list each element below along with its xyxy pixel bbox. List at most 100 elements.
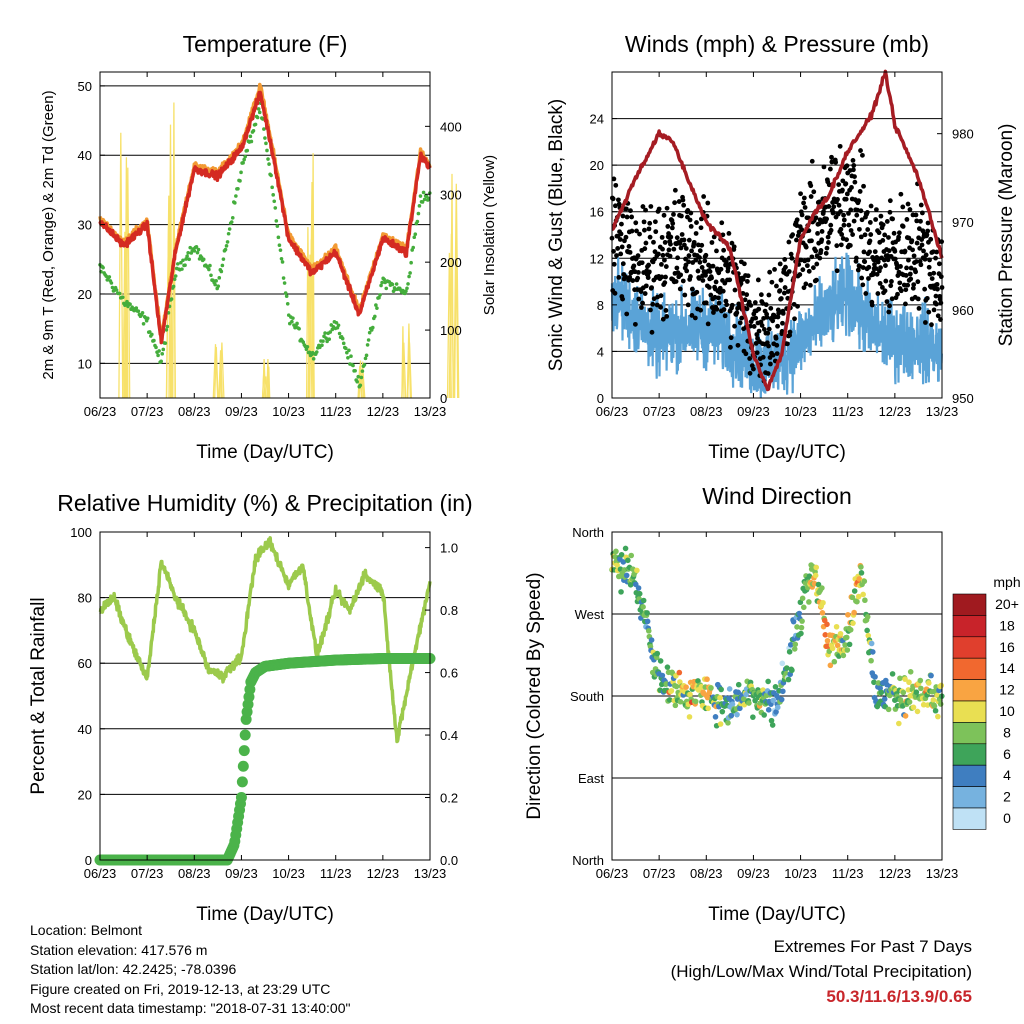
gust-point bbox=[683, 262, 689, 268]
x-tick-label: 11/23 bbox=[832, 866, 864, 881]
gust-point bbox=[909, 238, 915, 244]
direction-point bbox=[613, 548, 619, 555]
dewpoint-point bbox=[223, 247, 228, 252]
gust-point bbox=[772, 266, 777, 272]
direction-point bbox=[712, 714, 719, 720]
gust-point bbox=[686, 253, 692, 259]
gust-point bbox=[678, 213, 684, 219]
gust-point bbox=[694, 220, 699, 225]
gust-point bbox=[821, 209, 826, 214]
direction-point bbox=[820, 599, 826, 606]
dewpoint-point bbox=[349, 354, 353, 359]
gust-point bbox=[661, 212, 667, 218]
gust-point bbox=[844, 163, 850, 169]
direction-point bbox=[668, 687, 675, 694]
gust-point bbox=[806, 268, 812, 274]
gust-point bbox=[826, 204, 832, 209]
dewpoint-point bbox=[154, 345, 158, 350]
gust-point bbox=[628, 208, 633, 214]
dewpoint-point bbox=[390, 282, 395, 287]
gust-point bbox=[913, 259, 919, 264]
gust-point bbox=[780, 310, 786, 316]
dewpoint-point bbox=[208, 263, 212, 268]
gust-point bbox=[887, 209, 893, 215]
gust-point bbox=[927, 271, 933, 277]
dewpoint-point bbox=[156, 353, 160, 358]
gust-point bbox=[838, 209, 843, 214]
direction-point bbox=[695, 678, 701, 684]
gust-point bbox=[883, 263, 888, 268]
gust-point bbox=[884, 219, 890, 224]
gust-point bbox=[709, 275, 714, 281]
direction-point bbox=[718, 686, 724, 693]
x-tick-label: 07/23 bbox=[643, 404, 676, 419]
gust-point bbox=[826, 240, 831, 245]
dewpoint-point bbox=[121, 295, 125, 300]
gust-point bbox=[616, 274, 622, 280]
gust-point bbox=[678, 272, 684, 278]
gust-point bbox=[870, 270, 876, 275]
dewpoint-point bbox=[194, 245, 199, 249]
direction-point bbox=[827, 662, 834, 669]
gust-point bbox=[718, 266, 724, 272]
gust-point bbox=[753, 315, 759, 321]
gust-point bbox=[927, 257, 932, 263]
gust-point bbox=[770, 352, 776, 358]
gust-point bbox=[756, 306, 762, 312]
gust-point bbox=[850, 232, 856, 237]
direction-point bbox=[765, 707, 772, 713]
gust-point bbox=[913, 212, 919, 218]
dewpoint-point bbox=[420, 200, 425, 204]
direction-point bbox=[799, 595, 806, 602]
gust-point bbox=[711, 234, 717, 240]
direction-point bbox=[620, 559, 627, 565]
gust-point bbox=[938, 300, 944, 306]
y-tick-label: 40 bbox=[78, 148, 92, 163]
gust-point bbox=[824, 216, 829, 222]
gust-point bbox=[813, 215, 819, 221]
gust-point bbox=[648, 204, 654, 209]
gust-point bbox=[710, 263, 716, 269]
gust-point bbox=[647, 220, 653, 226]
gust-point bbox=[680, 197, 686, 203]
gust-point bbox=[620, 261, 626, 267]
gust-point bbox=[631, 263, 637, 269]
dewpoint-point bbox=[273, 206, 278, 210]
gust-point bbox=[766, 292, 772, 298]
gust-point bbox=[612, 203, 618, 209]
dewpoint-point bbox=[408, 271, 412, 275]
x-tick-label: 11/23 bbox=[832, 404, 864, 419]
gust-point bbox=[828, 222, 834, 228]
gust-point bbox=[636, 270, 641, 275]
gust-point bbox=[742, 297, 748, 303]
gust-point bbox=[882, 288, 888, 294]
y-tick-label: 12 bbox=[590, 251, 604, 266]
gust-point bbox=[659, 261, 664, 267]
winds-panel: Winds (mph) & Pressure (mb) 06/23 07/23 08/… bbox=[546, 31, 1017, 463]
gust-point bbox=[754, 350, 760, 356]
plot-frame bbox=[99, 531, 431, 861]
gust-point bbox=[640, 204, 646, 209]
direction-point bbox=[770, 697, 777, 704]
gust-point bbox=[914, 218, 920, 224]
x-tick-label: 10/23 bbox=[272, 404, 305, 419]
gust-point bbox=[737, 320, 743, 326]
gust-point bbox=[684, 268, 690, 274]
gust-point bbox=[706, 284, 712, 290]
direction-point bbox=[864, 614, 871, 620]
gust-point bbox=[619, 221, 624, 227]
gust-point bbox=[673, 279, 679, 284]
direction-point bbox=[761, 712, 767, 718]
gust-point bbox=[611, 176, 617, 182]
gust-point bbox=[840, 187, 845, 193]
gust-point bbox=[799, 212, 805, 218]
dewpoint-point bbox=[311, 357, 316, 361]
direction-point bbox=[885, 706, 892, 713]
gust-point bbox=[903, 287, 909, 293]
dewpoint-point bbox=[378, 293, 382, 297]
colorbar-swatch bbox=[952, 807, 987, 830]
gust-point bbox=[777, 261, 783, 267]
gust-point bbox=[646, 226, 652, 232]
dewpoint-point bbox=[358, 383, 363, 388]
gust-point bbox=[900, 204, 906, 210]
